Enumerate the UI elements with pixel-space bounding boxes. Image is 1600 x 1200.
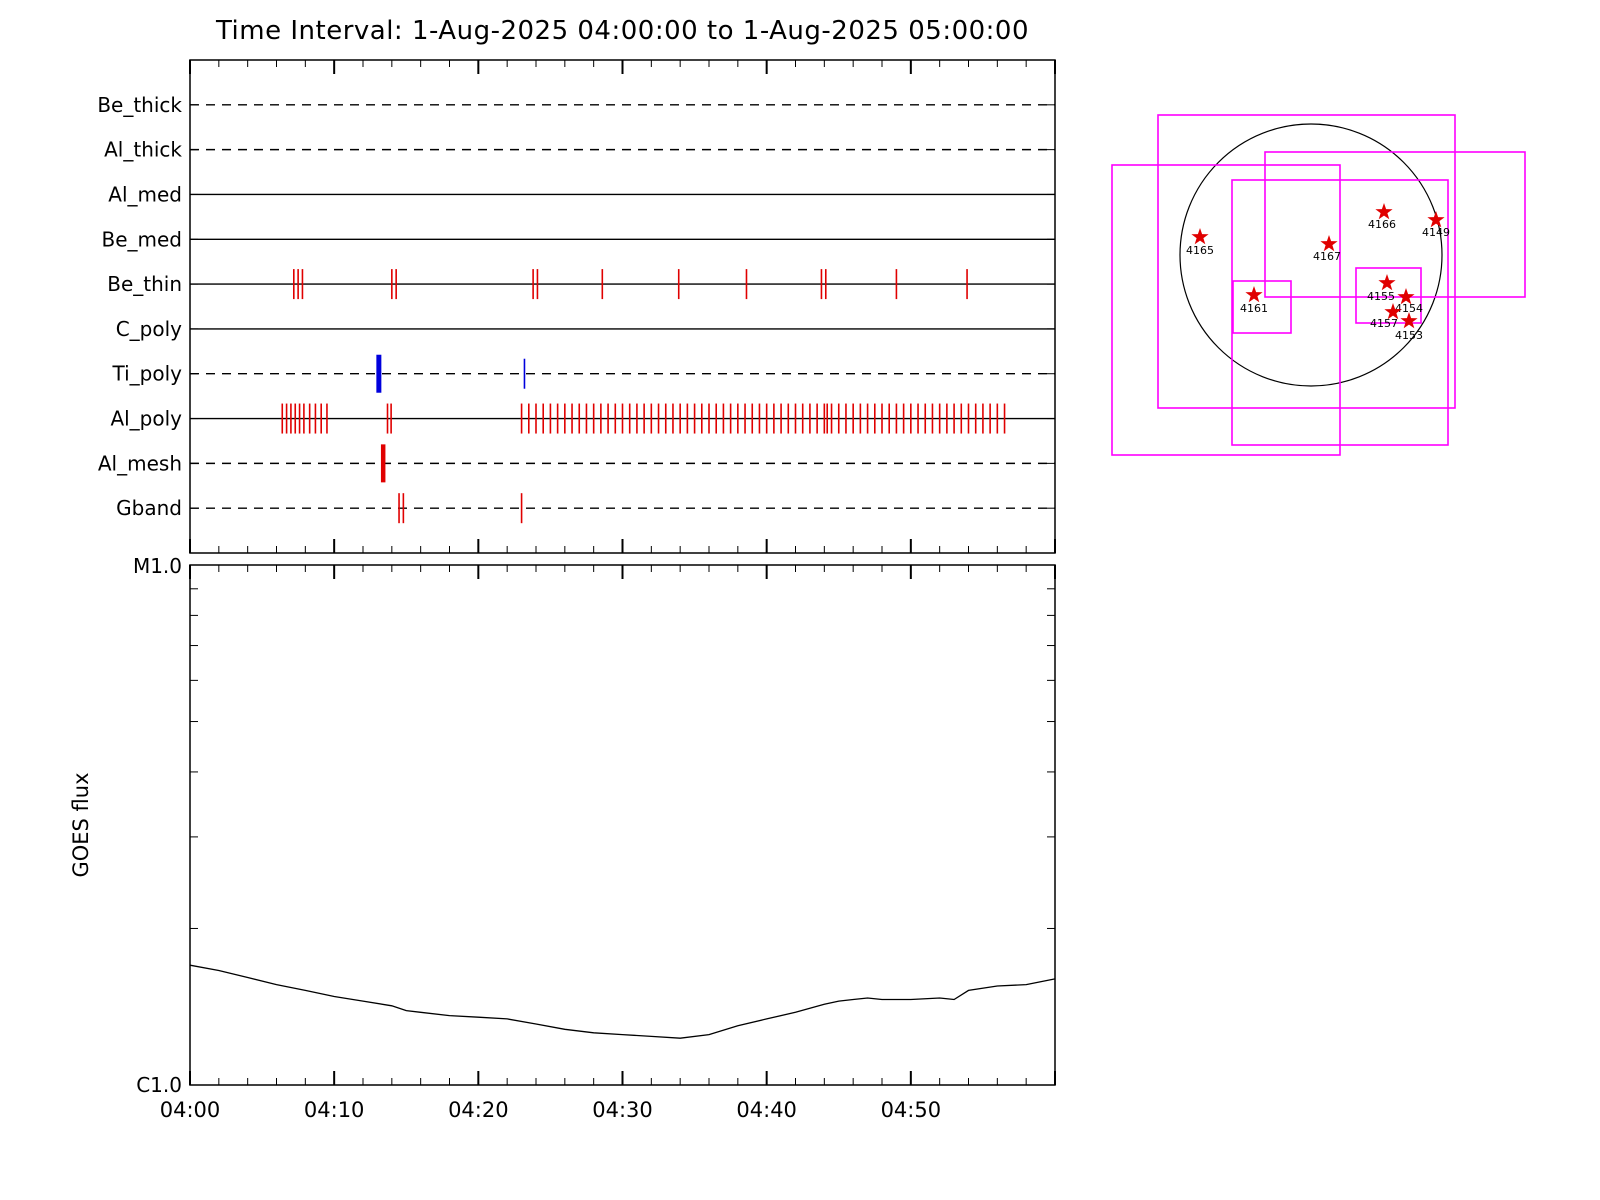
time-axis-label: 04:20 bbox=[448, 1098, 509, 1122]
filter-row-label: Al_thick bbox=[104, 138, 182, 162]
goes-flux-chart: 04:00 04:10 04:20 04:30 04:40 04:50 M1.0 C1.0 GO… bbox=[69, 554, 1056, 1122]
time-axis-label: 04:40 bbox=[736, 1098, 797, 1122]
active-region-star bbox=[1397, 288, 1415, 305]
active-region-star bbox=[1191, 228, 1209, 245]
filter-row-label: C_poly bbox=[116, 317, 182, 341]
flux-axis-bottom-label: C1.0 bbox=[136, 1073, 182, 1097]
time-axis-label: 04:30 bbox=[592, 1098, 653, 1122]
active-region-label: 4167 bbox=[1313, 250, 1341, 263]
xrt-fov-box bbox=[1355, 267, 1422, 324]
goes-flux-curve bbox=[189, 964, 1056, 1039]
flux-axis-top-label: M1.0 bbox=[133, 554, 182, 578]
xrt-fov-box bbox=[1232, 280, 1292, 334]
active-region-star bbox=[1375, 203, 1393, 220]
filter-row-label: Al_mesh bbox=[98, 451, 182, 475]
active-region-label: 4149 bbox=[1422, 226, 1450, 239]
filter-row-label: Be_med bbox=[101, 227, 182, 251]
active-region-star bbox=[1378, 274, 1396, 291]
active-region-star bbox=[1400, 312, 1418, 329]
active-region-label: 4155 bbox=[1367, 290, 1395, 303]
time-axis-label: 04:10 bbox=[304, 1098, 365, 1122]
filter-row-label: Gband bbox=[116, 496, 182, 520]
filter-row-label: Al_poly bbox=[110, 407, 182, 431]
xrt-fov-box bbox=[1111, 164, 1341, 456]
time-axis-label: 04:00 bbox=[160, 1098, 221, 1122]
active-region-label: 4165 bbox=[1186, 244, 1214, 257]
active-region-star bbox=[1384, 303, 1402, 320]
filter-panel-frame bbox=[189, 59, 1056, 554]
active-region-label: 4157 bbox=[1370, 317, 1398, 330]
flux-axis-title: GOES flux bbox=[69, 772, 93, 877]
active-region-star bbox=[1320, 235, 1338, 252]
active-region-label: 4161 bbox=[1240, 302, 1268, 315]
xrt-fov-box bbox=[1231, 179, 1449, 446]
xrt-fov-box bbox=[1157, 114, 1456, 409]
xrt-fov-box bbox=[1264, 151, 1526, 298]
filter-exposure-timeline-chart: Be_thick Al_thick Al_med Be_med Be_thin C_pol… bbox=[97, 59, 1056, 554]
goes-panel-frame bbox=[189, 564, 1056, 1086]
time-axis-label: 04:50 bbox=[881, 1098, 942, 1122]
solar-limb-circle bbox=[1179, 123, 1443, 387]
filter-row-label: Ti_poly bbox=[112, 362, 183, 386]
filter-row-label: Be_thin bbox=[107, 272, 182, 296]
plot-title: Time Interval: 1-Aug-2025 04:00:00 to 1-… bbox=[215, 16, 1030, 46]
active-region-label: 4166 bbox=[1368, 218, 1396, 231]
filter-row-label: Al_med bbox=[108, 182, 182, 206]
active-region-star bbox=[1427, 211, 1445, 228]
filter-row-label: Be_thick bbox=[97, 93, 182, 117]
active-region-label: 4153 bbox=[1395, 329, 1423, 342]
active-region-label: 4154 bbox=[1395, 302, 1423, 315]
active-region-star bbox=[1245, 286, 1263, 303]
